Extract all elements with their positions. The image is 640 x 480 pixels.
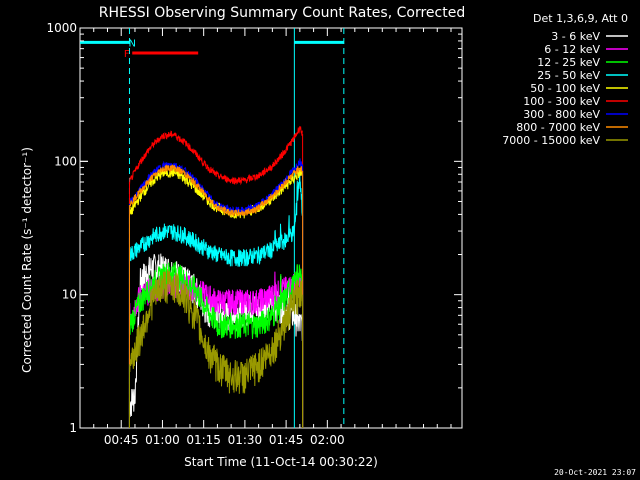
flag-marker: N	[128, 38, 135, 49]
legend-label: 12 - 25 keV	[537, 56, 600, 69]
plot-border	[79, 27, 463, 429]
y-tick-label: 10	[62, 288, 77, 302]
x-axis-label: Start Time (11-Oct-14 00:30:22)	[184, 455, 378, 469]
x-tick-label: 02:00	[310, 433, 345, 447]
x-tick-label: 01:00	[145, 433, 180, 447]
y-tick-label: 1	[69, 421, 77, 435]
series-line	[129, 261, 303, 340]
legend-label: 25 - 50 keV	[537, 69, 600, 82]
x-tick-label: 01:45	[269, 433, 304, 447]
series-line	[129, 164, 303, 217]
legend-label: 50 - 100 keV	[530, 82, 600, 95]
y-tick-label: 1000	[46, 21, 77, 35]
legend-label: 3 - 6 keV	[551, 30, 600, 43]
x-tick-label: 00:45	[104, 433, 139, 447]
flag-marker: F	[124, 49, 130, 60]
series-line	[129, 125, 303, 186]
legend-label: 7000 - 15000 keV	[502, 134, 600, 147]
chart-title: RHESSI Observing Summary Count Rates, Co…	[99, 5, 465, 21]
legend-label: 800 - 7000 keV	[516, 121, 600, 134]
legend-label: 100 - 300 keV	[523, 95, 600, 108]
legend-label: 300 - 800 keV	[523, 108, 600, 121]
x-tick-label: 01:15	[186, 433, 221, 447]
series-group	[128, 125, 304, 428]
series-line	[129, 169, 303, 267]
legend-title: Det 1,3,6,9, Att 0	[533, 12, 628, 25]
axis-ticks: 1 10 100 1000 00:45 01:00 01:15 01:30 01:45 02:00	[46, 21, 462, 447]
y-tick-label: 100	[54, 154, 77, 168]
timestamp: 20-Oct-2021 23:07	[554, 468, 636, 477]
x-tick-label: 01:30	[228, 433, 263, 447]
legend-label: 6 - 12 keV	[544, 43, 600, 56]
y-axis-label: Corrected Count Rate (s⁻¹ detector⁻¹)	[20, 147, 34, 373]
series-line	[129, 269, 303, 394]
plot-frame	[79, 27, 463, 429]
